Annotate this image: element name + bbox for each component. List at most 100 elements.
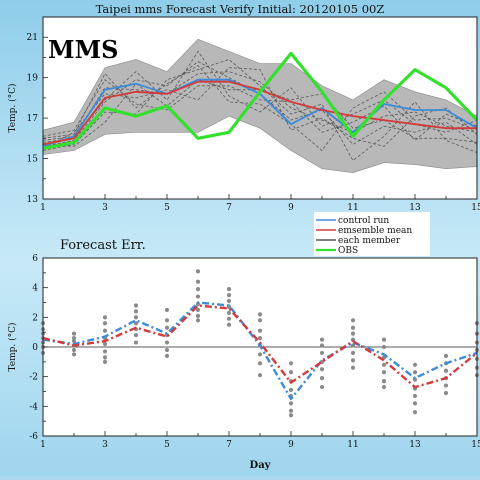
member-line-6 <box>42 67 478 149</box>
member-error-point <box>319 384 325 390</box>
member-error-point <box>133 309 139 314</box>
plot2-x-tick-label: 3 <box>102 440 108 450</box>
member-error-point <box>412 370 418 375</box>
member-error-point <box>443 390 449 396</box>
plot2-x-tick-label: 15 <box>471 440 480 450</box>
plot1-x-tick-label: 13 <box>409 203 421 213</box>
member-error-point <box>71 347 77 353</box>
member-error-point <box>350 325 356 330</box>
member-error-point <box>319 337 325 342</box>
plot1-y-tick-label: 19 <box>27 74 39 84</box>
member-error-point <box>226 298 232 304</box>
member-error-point <box>71 352 77 357</box>
member-error-point <box>350 358 356 363</box>
member-error-point <box>350 350 356 356</box>
member-error-point <box>102 321 108 326</box>
plot2-x-tick-label: 13 <box>409 440 421 450</box>
member-error-point <box>443 353 449 358</box>
member-error-point <box>257 318 263 323</box>
plot2-x-tick-label: 11 <box>347 440 358 450</box>
member-error-point <box>164 353 170 358</box>
plot1-x-tick-label: 15 <box>471 203 480 213</box>
member-line-4 <box>42 59 478 162</box>
plot1-x-tick-label: 9 <box>288 203 294 213</box>
member-error-point <box>257 352 263 357</box>
plot1-y-tick-label: 13 <box>27 195 39 205</box>
member-error-point <box>257 336 263 341</box>
member-error-point <box>195 279 201 284</box>
plot2-x-tick-label: 1 <box>40 440 46 450</box>
member-error-point <box>319 343 325 348</box>
mms-badge: MMS <box>48 35 118 64</box>
plot2-y-tick-label: 6 <box>32 254 38 264</box>
member-error-point <box>412 401 418 406</box>
member-error-point <box>381 337 387 342</box>
member-error-point <box>257 361 263 366</box>
member-line-5 <box>42 50 478 143</box>
member-error-point <box>412 393 418 399</box>
member-error-point <box>71 336 77 341</box>
member-error-point <box>195 313 201 318</box>
member-error-point <box>195 269 201 274</box>
member-error-point <box>412 410 418 415</box>
member-error-point <box>350 365 356 370</box>
member-error-point <box>350 343 356 348</box>
plot2-y-axis-label: Temp. (°C) <box>7 322 18 371</box>
member-error-point <box>195 287 201 292</box>
member-error-point <box>381 362 387 367</box>
plot2-x-axis-label: Day <box>250 460 272 471</box>
member-error-point <box>195 307 201 313</box>
member-error-point <box>288 408 294 413</box>
legend-entry-label: OBS <box>338 246 358 256</box>
member-error-point <box>133 315 139 320</box>
plot1-y-tick-label: 21 <box>27 33 38 43</box>
plot1-title: Taipei mms Forecast Verify Initial: 2012… <box>96 2 385 16</box>
plot2-y-tick-label: 4 <box>32 284 38 294</box>
member-error-point <box>164 307 170 313</box>
member-error-point <box>226 316 232 321</box>
member-line-3 <box>42 79 478 141</box>
member-error-point <box>288 413 294 418</box>
plot2-y-tick-label: 0 <box>32 343 38 353</box>
member-error-point <box>288 361 294 366</box>
member-error-point <box>164 325 170 330</box>
legend-entry-label: control run <box>338 216 389 226</box>
member-error-point <box>102 341 108 347</box>
error-line-control-run <box>42 301 478 401</box>
member-error-point <box>102 315 108 320</box>
plot1-x-tick-label: 11 <box>347 203 358 213</box>
member-error-point <box>164 318 170 323</box>
plot2-title: Forecast Err. <box>60 238 146 253</box>
member-error-point <box>102 355 108 360</box>
plot1-x-tick-label: 3 <box>102 203 108 213</box>
member-error-point <box>226 292 232 298</box>
member-error-point <box>381 344 387 350</box>
member-error-point <box>195 294 201 299</box>
member-error-point <box>288 401 294 406</box>
member-error-point <box>226 322 232 327</box>
member-error-point <box>102 359 108 364</box>
plot2-y-tick-label: -4 <box>29 402 38 412</box>
member-error-point <box>443 368 449 373</box>
plot2-x-tick-label: 9 <box>288 440 294 450</box>
member-error-point <box>381 384 387 390</box>
plot2-x-tick-label: 5 <box>164 440 170 450</box>
member-error-point <box>381 379 387 384</box>
member-error-point <box>257 312 263 317</box>
plot1-y-tick-label: 15 <box>27 155 39 165</box>
member-error-point <box>71 338 77 344</box>
plot1-x-tick-label: 7 <box>226 203 232 213</box>
member-error-point <box>226 310 232 315</box>
series-line-obs <box>42 51 479 150</box>
member-error-point <box>164 340 170 345</box>
legend-entry-label: emsemble mean <box>338 226 412 236</box>
plot1-y-tick-label: 17 <box>27 114 39 124</box>
plot1-x-tick-label: 5 <box>164 203 170 213</box>
legend-entry-label: each member <box>338 236 401 246</box>
member-error-point <box>102 349 108 354</box>
member-error-point <box>133 333 139 338</box>
member-line-1 <box>42 71 478 141</box>
member-error-point <box>288 387 294 393</box>
